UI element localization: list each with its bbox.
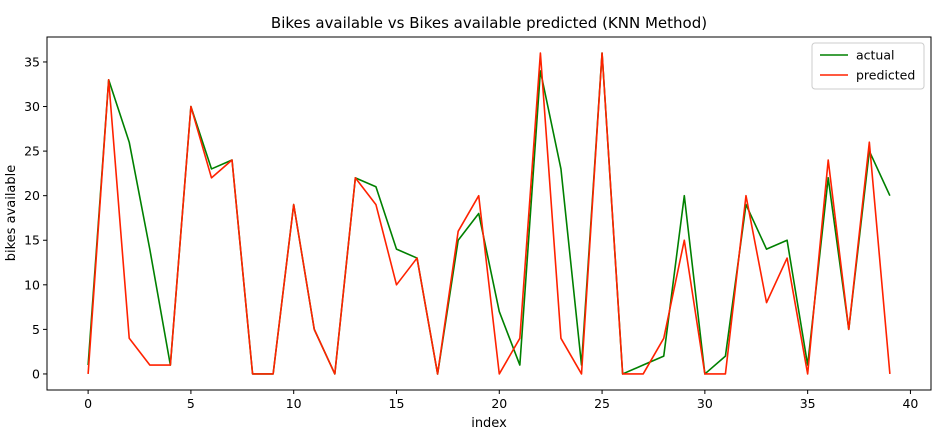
y-tick-label: 20 [24, 188, 40, 203]
x-tick-label: 0 [84, 396, 92, 411]
legend-label-actual: actual [856, 48, 895, 63]
x-tick-label: 25 [594, 396, 610, 411]
y-tick-label: 35 [24, 54, 40, 69]
y-axis: 0 5 10 15 20 25 30 35 [24, 54, 47, 381]
x-tick-label: 40 [902, 396, 918, 411]
y-tick-label: 10 [24, 277, 40, 292]
series-line-actual [87, 52, 891, 375]
axes-frame [46, 36, 932, 391]
y-tick-label: 25 [24, 144, 40, 159]
x-tick-label: 10 [286, 396, 302, 411]
chart-title: Bikes available vs Bikes available predi… [271, 14, 707, 32]
y-tick-label: 30 [24, 99, 40, 114]
x-tick-label: 15 [389, 396, 405, 411]
legend-label-predicted: predicted [856, 68, 915, 83]
y-tick-label: 0 [32, 366, 40, 381]
x-axis: 0 5 10 15 20 25 30 35 40 [84, 390, 918, 411]
plot-area [87, 52, 891, 375]
x-tick-label: 30 [697, 396, 713, 411]
y-axis-label: bikes available [4, 165, 19, 262]
y-tick-label: 5 [32, 322, 40, 337]
legend: actual predicted [811, 42, 925, 90]
series-line-predicted [87, 52, 891, 375]
y-tick-label: 15 [24, 233, 40, 248]
x-tick-label: 5 [187, 396, 195, 411]
x-axis-label: index [471, 416, 507, 431]
x-tick-label: 20 [491, 396, 507, 411]
x-tick-label: 35 [800, 396, 816, 411]
